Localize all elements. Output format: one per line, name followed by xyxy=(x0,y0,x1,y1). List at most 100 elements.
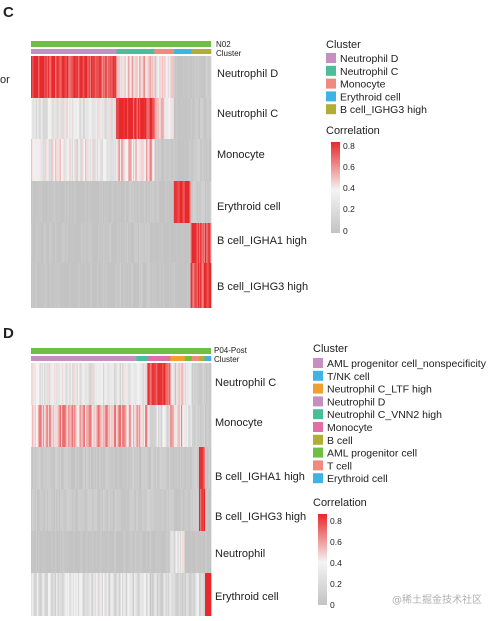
legend-entry-label: Neutrophil C xyxy=(340,66,399,78)
heatmap-cell xyxy=(164,181,166,223)
heatmap-cell xyxy=(185,263,188,308)
heatmap-cell xyxy=(119,531,122,573)
heatmap-cell xyxy=(46,405,49,447)
heatmap-cell xyxy=(205,263,207,308)
heatmap-cell xyxy=(193,181,195,223)
heatmap-cell xyxy=(68,263,70,308)
heatmap-cell xyxy=(175,531,177,573)
heatmap-cell xyxy=(146,181,148,223)
heatmap-cell xyxy=(104,447,106,489)
heatmap-cell xyxy=(203,98,206,139)
heatmap-cell xyxy=(151,447,153,489)
heatmap-cell xyxy=(209,181,212,223)
heatmap-cell xyxy=(34,98,37,139)
heatmap-cell xyxy=(46,531,49,573)
heatmap-cell xyxy=(59,223,62,263)
legend-swatch xyxy=(326,78,336,89)
heatmap-cell xyxy=(88,98,91,139)
heatmap-cell xyxy=(73,573,75,616)
heatmap-cell xyxy=(169,405,171,447)
heatmap-cell xyxy=(55,223,57,263)
heatmap-cell xyxy=(119,139,122,181)
heatmap-cell xyxy=(116,181,118,223)
heatmap-cell xyxy=(87,223,89,263)
heatmap-cell xyxy=(67,98,69,139)
panel-c-row-label: Monocyte xyxy=(217,149,265,161)
heatmap-cell xyxy=(119,223,122,263)
heatmap-cell xyxy=(56,56,58,98)
heatmap-cell xyxy=(98,223,100,263)
heatmap-cell xyxy=(103,181,105,223)
heatmap-cell xyxy=(179,98,182,139)
heatmap-cell xyxy=(125,573,128,616)
heatmap-cell xyxy=(31,56,33,98)
heatmap-cell xyxy=(181,405,183,447)
heatmap-cell xyxy=(97,405,99,447)
heatmap-cell xyxy=(147,98,149,139)
heatmap-cell xyxy=(57,363,59,405)
heatmap-cell xyxy=(109,531,111,573)
heatmap-cell xyxy=(69,489,71,531)
legend-entry-label: Neutrophil C_LTF high xyxy=(327,384,432,396)
heatmap-cell xyxy=(200,405,202,447)
heatmap-cell xyxy=(149,405,152,447)
heatmap-cell xyxy=(91,181,93,223)
heatmap-cell xyxy=(147,139,149,181)
heatmap-cell xyxy=(101,447,104,489)
heatmap-cell xyxy=(165,573,167,616)
heatmap-cell xyxy=(104,223,106,263)
heatmap-cell xyxy=(189,363,191,405)
cluster-annotation-segment xyxy=(136,356,148,361)
heatmap-cell xyxy=(127,181,129,223)
heatmap-cell xyxy=(85,447,87,489)
heatmap-cell xyxy=(193,139,195,181)
heatmap-cell xyxy=(121,489,123,531)
heatmap-cell xyxy=(202,447,205,489)
heatmap-cell xyxy=(55,531,57,573)
heatmap-cell xyxy=(109,573,111,616)
heatmap-cell xyxy=(106,573,109,616)
heatmap-cell xyxy=(99,56,101,98)
heatmap-cell xyxy=(147,223,149,263)
heatmap-cell xyxy=(206,363,208,405)
heatmap-cell xyxy=(69,181,71,223)
heatmap-cell xyxy=(49,223,51,263)
heatmap-cell xyxy=(100,531,103,573)
heatmap-cell xyxy=(117,531,119,573)
heatmap-cell xyxy=(33,56,35,98)
heatmap-cell xyxy=(115,573,117,616)
heatmap-cell xyxy=(61,447,63,489)
heatmap-cell xyxy=(161,98,164,139)
heatmap-cell xyxy=(81,405,83,447)
heatmap-cell xyxy=(140,363,142,405)
heatmap-cell xyxy=(167,531,170,573)
heatmap-cell xyxy=(170,531,172,573)
cluster-annotation-segment xyxy=(192,356,200,361)
heatmap-cell xyxy=(152,181,154,223)
heatmap-cell xyxy=(59,181,62,223)
heatmap-cell xyxy=(165,98,167,139)
heatmap-cell xyxy=(33,447,35,489)
heatmap-cell xyxy=(37,531,39,573)
heatmap-cell xyxy=(81,447,83,489)
heatmap-cell xyxy=(85,489,87,531)
panel-d-correlation-tick: 0 xyxy=(330,600,335,610)
heatmap-cell xyxy=(145,489,147,531)
heatmap-cell xyxy=(100,405,103,447)
heatmap-cell xyxy=(94,98,97,139)
heatmap-cell xyxy=(183,181,185,223)
heatmap-cell xyxy=(86,139,88,181)
heatmap-cell xyxy=(77,405,80,447)
heatmap-cell xyxy=(172,573,175,616)
heatmap-cell xyxy=(74,447,76,489)
heatmap-cell xyxy=(81,56,83,98)
heatmap-cell xyxy=(173,181,176,223)
heatmap-cell xyxy=(44,573,46,616)
heatmap-cell xyxy=(200,531,202,573)
heatmap-cell xyxy=(101,263,104,308)
heatmap-cell xyxy=(46,573,49,616)
heatmap-cell xyxy=(82,447,85,489)
heatmap-cell xyxy=(32,98,34,139)
heatmap-cell xyxy=(125,98,128,139)
heatmap-cell xyxy=(134,56,136,98)
